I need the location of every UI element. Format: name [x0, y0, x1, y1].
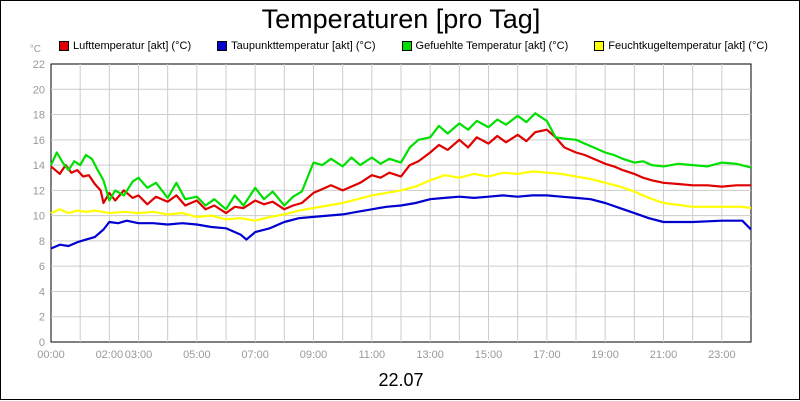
legend-item-taupunkttemperatur: Taupunkttemperatur [akt] (°C) — [217, 40, 376, 52]
y-tick-label: 20 — [33, 84, 45, 96]
y-tick-label: 8 — [39, 236, 45, 248]
y-tick-label: 0 — [39, 337, 45, 349]
legend-label: Gefuehlte Temperatur [akt] (°C) — [415, 40, 569, 52]
x-tick-label: 09:00 — [300, 349, 328, 361]
x-tick-label: 03:00 — [125, 349, 153, 361]
y-axis-unit: °C — [30, 44, 41, 55]
x-tick-label: 13:00 — [416, 349, 444, 361]
y-tick-label: 6 — [39, 261, 45, 273]
y-tick-label: 12 — [33, 185, 45, 197]
y-tick-label: 18 — [33, 110, 45, 122]
x-tick-label: 19:00 — [591, 349, 619, 361]
series-line-0 — [50, 128, 751, 215]
x-tick-label: 21:00 — [650, 349, 678, 361]
y-tick-label: 10 — [33, 211, 45, 223]
series-lines — [50, 112, 752, 250]
legend-swatch-yellow — [594, 41, 605, 51]
legend-swatch-blue — [217, 41, 228, 51]
legend-swatch-red — [59, 41, 69, 51]
grid-lines — [51, 64, 751, 342]
legend-label: Feuchtkugeltemperatur [akt] (°C) — [608, 40, 768, 52]
series-line-1 — [50, 194, 752, 250]
series-line-2 — [50, 112, 752, 211]
x-tick-label: 00:00 — [37, 349, 65, 361]
x-tick-label: 15:00 — [475, 349, 503, 361]
chart-legend: Lufttemperatur [akt] (°C) Taupunkttemper… — [59, 39, 794, 53]
x-tick-label: 05:00 — [183, 349, 211, 361]
legend-item-feuchtkugeltemperatur: Feuchtkugeltemperatur [akt] (°C) — [594, 40, 768, 52]
legend-label: Lufttemperatur [akt] (°C) — [73, 40, 192, 52]
legend-item-gefuehlte-temperatur: Gefuehlte Temperatur [akt] (°C) — [401, 40, 569, 52]
x-tick-label: 07:00 — [241, 349, 269, 361]
x-tick-label: 17:00 — [533, 349, 561, 361]
legend-swatch-green — [401, 41, 412, 51]
y-tick-label: 4 — [39, 286, 45, 298]
y-tick-label: 22 — [33, 59, 45, 71]
x-tick-label: 23:00 — [708, 349, 736, 361]
legend-label: Taupunkttemperatur [akt] (°C) — [231, 40, 376, 52]
x-axis-title: 22.07 — [378, 370, 423, 390]
x-axis-ticks: 00:00 02:00 03:00 05:00 07:00 09:00 11:00 13:00… — [37, 349, 735, 361]
legend-item-lufttemperatur: Lufttemperatur [akt] (°C) — [59, 40, 191, 52]
y-tick-label: 14 — [33, 160, 45, 172]
x-tick-label: 02:00 — [96, 349, 124, 361]
series-line-3 — [50, 170, 752, 222]
x-tick-label: 11:00 — [358, 349, 385, 361]
y-tick-label: 16 — [33, 135, 45, 147]
y-tick-label: 2 — [39, 312, 45, 324]
y-axis-ticks: 0 2 4 6 8 10 12 14 16 18 20 22 — [33, 59, 45, 349]
chart-title: Temperaturen [pro Tag] — [262, 4, 541, 34]
